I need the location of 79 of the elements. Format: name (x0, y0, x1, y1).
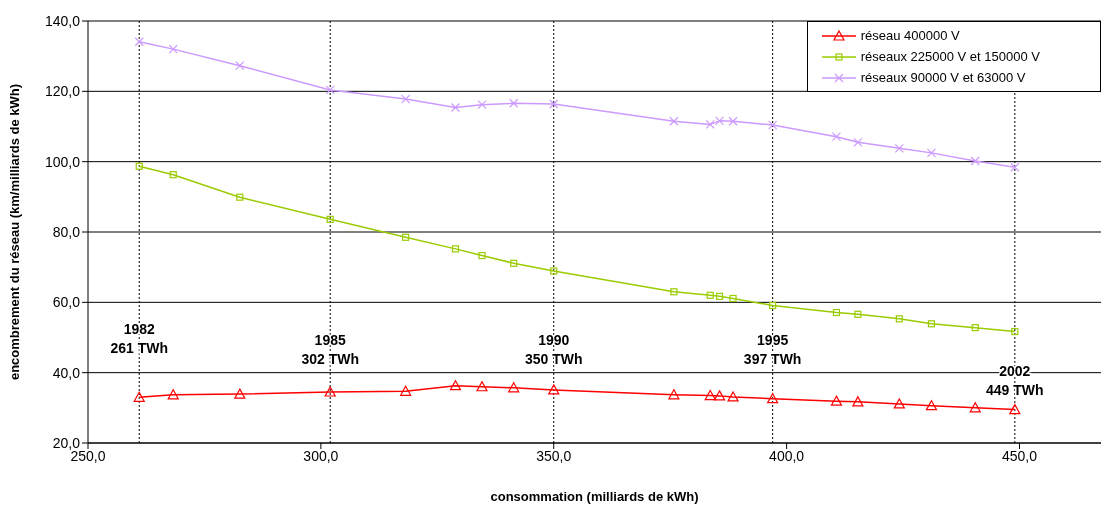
point (450, 102, 461, 113)
point (926, 148, 937, 158)
y-tick-label: 140,0 (44, 12, 81, 29)
x-tick-label: 300,0 (303, 447, 339, 464)
point (668, 389, 680, 400)
point (893, 398, 905, 409)
y-tick-label: 120,0 (44, 83, 81, 100)
point (894, 143, 904, 153)
point (325, 85, 335, 95)
point (508, 382, 520, 393)
point (705, 119, 715, 129)
y-axis-title: encombrement du réseau (km/milliards de kWh) (6, 83, 22, 381)
point (854, 310, 862, 318)
point (324, 386, 336, 397)
point (326, 215, 334, 223)
point (449, 380, 462, 391)
annotation: 1990 350 TWh (524, 331, 583, 367)
point (895, 315, 903, 323)
point (713, 390, 726, 401)
point (509, 98, 519, 108)
point (548, 384, 560, 395)
point (925, 400, 938, 411)
point (969, 402, 981, 413)
point (971, 324, 979, 332)
point (729, 294, 737, 303)
point (135, 162, 143, 170)
legend-label: réseaux 90000 V et 63000 V (860, 70, 1026, 85)
point (235, 61, 245, 71)
annotation: 1995 397 TWh (743, 331, 802, 367)
point (727, 391, 739, 402)
point (767, 393, 779, 404)
y-tick-label: 100,0 (44, 153, 81, 170)
point (234, 388, 246, 399)
point (133, 391, 145, 402)
x-tick-label: 350,0 (536, 447, 572, 464)
point (728, 116, 738, 126)
point (832, 308, 841, 317)
point (852, 396, 864, 407)
point (476, 381, 488, 392)
y-tick-label: 80,0 (52, 223, 81, 240)
point (169, 171, 177, 179)
annotation: 1985 302 TWh (301, 331, 359, 367)
x-tick-label: 400,0 (769, 447, 805, 464)
legend-label: réseaux 225000 V et 150000 V (860, 49, 1040, 64)
point (831, 132, 842, 142)
point (550, 267, 558, 275)
point (714, 116, 725, 126)
point (670, 288, 678, 296)
point (134, 37, 144, 47)
legend-label: réseau 400000 V (860, 28, 960, 43)
point (478, 251, 486, 260)
point (400, 385, 412, 396)
annotation: 1982 261 TWh (110, 320, 169, 356)
point (830, 395, 843, 406)
point (168, 44, 178, 54)
point (706, 291, 714, 299)
point (1010, 162, 1020, 172)
point (715, 292, 724, 300)
point (401, 94, 411, 104)
point (1009, 403, 1021, 415)
point (510, 259, 518, 267)
point (970, 156, 980, 166)
y-tick-label: 60,0 (52, 294, 81, 311)
point (927, 320, 936, 328)
point (1011, 327, 1019, 336)
point (853, 137, 863, 147)
point (451, 245, 460, 253)
point (477, 100, 487, 110)
point (768, 120, 778, 130)
x-tick-label: 450,0 (1001, 447, 1038, 464)
point (769, 301, 777, 310)
point (704, 389, 716, 401)
y-tick-label: 40,0 (52, 364, 81, 381)
point (669, 116, 679, 126)
point (549, 99, 559, 109)
point (236, 193, 244, 201)
x-axis-title: consommation (milliards de kWh) (490, 489, 699, 504)
point (167, 389, 179, 400)
point (402, 233, 410, 241)
